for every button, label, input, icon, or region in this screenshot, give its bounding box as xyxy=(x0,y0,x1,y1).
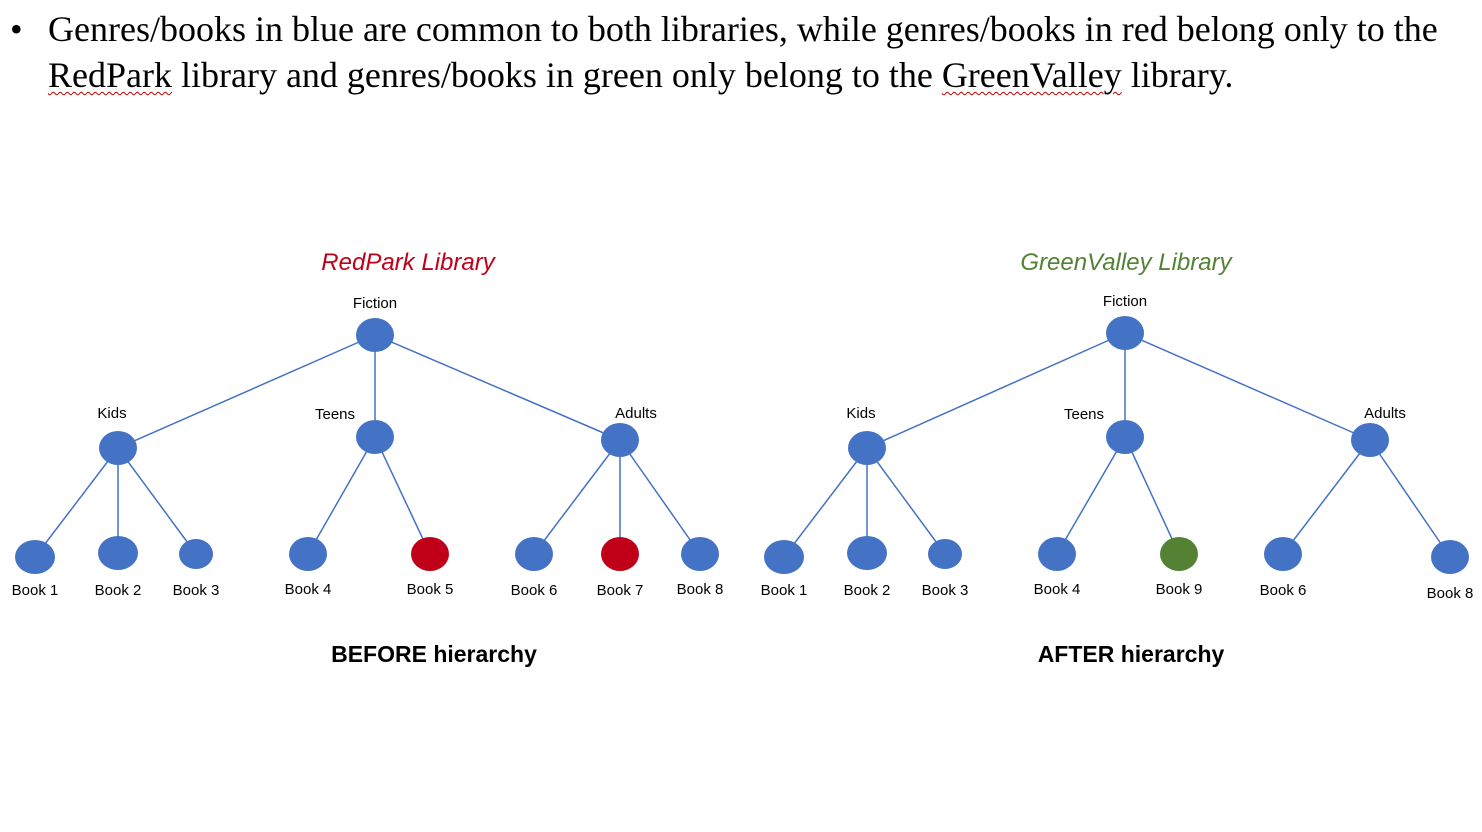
genre-label-teens: Teens xyxy=(315,406,355,423)
book-node-book-9 xyxy=(1160,537,1198,571)
book-node-book-6 xyxy=(1264,537,1302,571)
genre-label-kids: Kids xyxy=(846,405,875,422)
book-label-book-2: Book 2 xyxy=(844,582,891,599)
book-node-book-1 xyxy=(764,540,804,574)
before-nodes: Fiction Kids Book 1 Book 2 Book 3 Teens Book 4… xyxy=(12,295,724,599)
book-label-book-4: Book 4 xyxy=(1034,581,1081,598)
fiction-node xyxy=(356,318,394,352)
genre-node-teens xyxy=(356,420,394,454)
redpark-library-title: RedPark Library xyxy=(321,249,496,276)
genre-node-adults xyxy=(1351,423,1389,457)
book-node-book-6 xyxy=(515,537,553,571)
book-label-book-8: Book 8 xyxy=(1427,585,1474,602)
book-label-book-4: Book 4 xyxy=(285,581,332,598)
before-hierarchy-caption: BEFORE hierarchy xyxy=(331,641,537,667)
edge-kids-to-book-1 xyxy=(783,447,868,558)
book-label-book-8: Book 8 xyxy=(677,581,724,598)
after-edges xyxy=(783,332,1451,558)
genre-label-adults: Adults xyxy=(1364,405,1406,422)
book-node-book-4 xyxy=(1038,537,1076,571)
book-node-book-3 xyxy=(179,539,213,569)
fiction-label: Fiction xyxy=(1103,293,1147,310)
intro-part1: Genres/books in blue are common to both … xyxy=(48,9,1438,49)
edge-teens-to-book-9 xyxy=(1124,436,1180,555)
after-tree: Fiction Kids Book 1 Book 2 Book 3 Teens Book 4… xyxy=(761,249,1474,667)
edge-adults-to-book-8 xyxy=(1369,439,1451,558)
book-label-book-1: Book 1 xyxy=(12,582,59,599)
book-label-book-6: Book 6 xyxy=(1260,582,1307,599)
edge-teens-to-book-4 xyxy=(307,436,376,555)
book-node-book-8 xyxy=(1431,540,1469,574)
bullet-dot: • xyxy=(10,9,23,49)
greenvalley-word: GreenValley xyxy=(941,55,1122,95)
book-node-book-7 xyxy=(601,537,639,571)
edge-kids-to-book-3 xyxy=(866,447,946,555)
book-label-book-5: Book 5 xyxy=(407,581,454,598)
after-hierarchy-caption: AFTER hierarchy xyxy=(1038,641,1225,667)
fiction-node xyxy=(1106,316,1144,350)
book-node-book-3 xyxy=(928,539,962,569)
edge-teens-to-book-5 xyxy=(374,436,431,555)
fiction-label: Fiction xyxy=(353,295,397,312)
edge-fiction-to-adults xyxy=(374,334,621,441)
book-label-book-6: Book 6 xyxy=(511,582,558,599)
book-node-book-8 xyxy=(681,537,719,571)
genre-node-adults xyxy=(601,423,639,457)
book-node-book-5 xyxy=(411,537,449,571)
edge-fiction-to-kids xyxy=(117,334,376,449)
book-node-book-4 xyxy=(289,537,327,571)
book-node-book-1 xyxy=(15,540,55,574)
edge-fiction-to-kids xyxy=(866,332,1126,449)
edge-teens-to-book-4 xyxy=(1056,436,1126,555)
genre-node-kids xyxy=(99,431,137,465)
after-nodes: Fiction Kids Book 1 Book 2 Book 3 Teens Book 4… xyxy=(761,293,1474,602)
book-label-book-9: Book 9 xyxy=(1156,581,1203,598)
book-label-book-7: Book 7 xyxy=(597,582,644,599)
book-node-book-2 xyxy=(98,536,138,570)
genre-node-kids xyxy=(848,431,886,465)
edge-kids-to-book-1 xyxy=(34,447,119,558)
edge-adults-to-book-6 xyxy=(1282,439,1371,555)
book-label-book-2: Book 2 xyxy=(95,582,142,599)
genre-node-teens xyxy=(1106,420,1144,454)
intro-part3: library. xyxy=(1121,55,1234,95)
genre-label-teens: Teens xyxy=(1064,406,1104,423)
book-label-book-1: Book 1 xyxy=(761,582,808,599)
genre-label-kids: Kids xyxy=(97,405,126,422)
greenvalley-library-title: GreenValley Library xyxy=(1020,249,1233,276)
edge-adults-to-book-8 xyxy=(619,439,701,555)
book-node-book-2 xyxy=(847,536,887,570)
intro-part2: library and genres/books in green only b… xyxy=(171,55,942,95)
before-tree: Fiction Kids Book 1 Book 2 Book 3 Teens Book 4… xyxy=(12,249,724,667)
edge-adults-to-book-6 xyxy=(533,439,621,555)
book-label-book-3: Book 3 xyxy=(173,582,220,599)
book-label-book-3: Book 3 xyxy=(922,582,969,599)
edge-fiction-to-adults xyxy=(1124,332,1371,441)
before-edges xyxy=(34,334,701,558)
edge-kids-to-book-3 xyxy=(117,447,197,555)
genre-label-adults: Adults xyxy=(615,405,657,422)
redpark-word: RedPark xyxy=(48,55,172,95)
intro-text: Genres/books in blue are common to both … xyxy=(48,6,1482,98)
